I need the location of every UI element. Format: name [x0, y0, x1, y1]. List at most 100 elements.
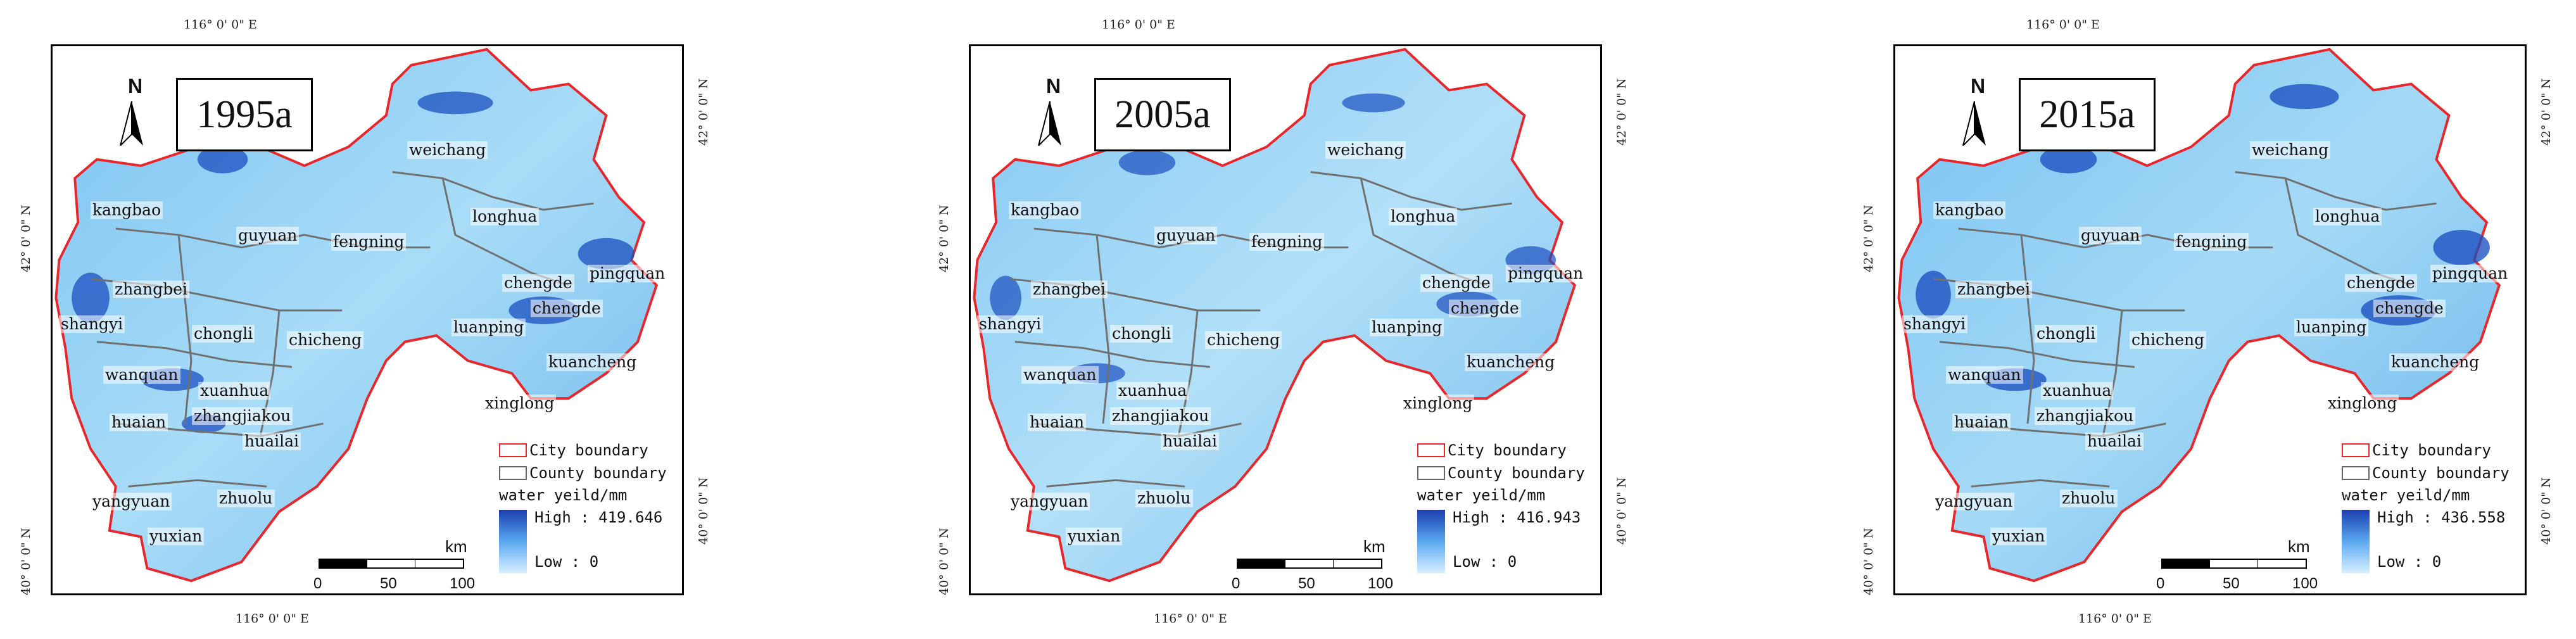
- right-latitude-north-label: 42° 0' 0" N: [2539, 78, 2553, 146]
- scale-tick: 100: [1368, 575, 1394, 592]
- place-label: weichang: [1325, 141, 1406, 159]
- place-label: yuxian: [1066, 528, 1123, 545]
- legend-low-label: Low : 0: [534, 553, 599, 571]
- place-label: luanping: [2294, 319, 2369, 336]
- place-label: chengde: [2345, 274, 2417, 292]
- place-label: xinglong: [1401, 395, 1475, 412]
- legend-title: water yeild/mm: [1417, 486, 1546, 504]
- year-label: 2005a: [1094, 78, 1231, 151]
- scale-bar-graphic: [2161, 559, 2307, 569]
- place-label: luanping: [451, 319, 526, 336]
- place-label: kuancheng: [1465, 353, 1557, 371]
- legend-county-label: County boundary: [529, 464, 667, 482]
- north-arrow-icon: [1962, 101, 1986, 146]
- place-label: pingquan: [588, 265, 667, 282]
- place-label: yangyuan: [1009, 493, 1090, 510]
- place-label: kangbao: [1009, 201, 1082, 219]
- place-label: wanquan: [1946, 366, 2023, 384]
- city-boundary-swatch: [1417, 443, 1445, 457]
- place-label: huaian: [1028, 414, 1087, 431]
- north-letter: N: [1046, 75, 1061, 98]
- legend-title: water yeild/mm: [499, 486, 628, 504]
- place-label: chengde: [502, 274, 574, 292]
- place-label: chongli: [1110, 325, 1173, 343]
- place-label: kuancheng: [546, 353, 639, 371]
- color-ramp: High : 436.558 Low : 0: [2342, 506, 2525, 577]
- place-label: chengde: [2373, 300, 2446, 317]
- legend-city-row: City boundary: [1417, 439, 1600, 462]
- bottom-longitude-label: 116° 0' 0" E: [2078, 612, 2152, 626]
- map-frame: N 2015a weichang kangbao guyuan fengning…: [1893, 44, 2527, 595]
- scale-bar-graphic: [319, 559, 464, 569]
- place-label: chengde: [1449, 300, 1521, 317]
- left-latitude-north-label: 42° 0' 0" N: [1862, 205, 1876, 272]
- legend-title: water yeild/mm: [2342, 486, 2470, 504]
- place-label: shangyi: [59, 315, 125, 333]
- color-ramp: High : 416.943 Low : 0: [1417, 506, 1600, 577]
- place-label: xuanhua: [198, 382, 271, 400]
- place-label: chicheng: [2130, 331, 2207, 349]
- place-label: zhangjiakou: [2035, 407, 2136, 425]
- scale-tick: 100: [2292, 575, 2318, 592]
- scale-unit: km: [1363, 537, 1386, 556]
- legend-high-label: High : 419.646: [534, 509, 663, 526]
- place-label: xinglong: [2326, 395, 2399, 412]
- place-label: xuanhua: [2041, 382, 2114, 400]
- left-latitude-north-label: 42° 0' 0" N: [19, 205, 33, 272]
- left-latitude-south-label: 40° 0' 0" N: [1862, 528, 1876, 595]
- legend: City boundary County boundary water yeil…: [1417, 439, 1600, 577]
- place-label: zhangjiakou: [192, 407, 293, 425]
- place-label: wanquan: [1021, 366, 1099, 384]
- color-ramp-bar: [1417, 510, 1445, 573]
- map-panel-2005: 116° 0' 0" E 42° 0' 0" N 40° 0' 0" N 42°…: [918, 0, 1629, 639]
- place-label: kangbao: [1933, 201, 2006, 219]
- legend: City boundary County boundary water yeil…: [499, 439, 682, 577]
- north-arrow: N: [113, 75, 157, 151]
- legend-county-label: County boundary: [2372, 464, 2510, 482]
- scale-tick: 0: [1232, 575, 1241, 592]
- north-arrow-icon: [1037, 101, 1061, 146]
- place-label: chongli: [2035, 325, 2098, 343]
- place-label: zhangjiakou: [1110, 407, 1211, 425]
- legend-county-label: County boundary: [1448, 464, 1585, 482]
- right-latitude-north-label: 42° 0' 0" N: [1615, 78, 1629, 146]
- right-latitude-south-label: 40° 0' 0" N: [1615, 477, 1629, 545]
- legend-county-row: County boundary: [1417, 462, 1600, 484]
- place-label: huailai: [243, 433, 301, 450]
- left-latitude-north-label: 42° 0' 0" N: [937, 205, 951, 272]
- region-outline: [54, 47, 659, 583]
- color-ramp-bar: [499, 510, 527, 573]
- place-label: fengning: [2174, 233, 2249, 251]
- year-label: 1995a: [176, 78, 313, 151]
- place-label: longhua: [2313, 208, 2382, 225]
- city-boundary-swatch: [499, 443, 527, 457]
- legend-high-label: High : 436.558: [2377, 509, 2506, 526]
- bottom-longitude-label: 116° 0' 0" E: [1154, 612, 1227, 626]
- place-label: weichang: [407, 141, 488, 159]
- top-longitude-label: 116° 0' 0" E: [1102, 18, 1175, 32]
- place-label: chicheng: [1205, 331, 1282, 349]
- place-label: huailai: [1161, 433, 1219, 450]
- place-label: shangyi: [1902, 315, 1968, 333]
- place-label: pingquan: [2430, 265, 2510, 282]
- color-ramp-bar: [2342, 510, 2370, 573]
- place-label: chengde: [531, 300, 603, 317]
- legend-county-row: County boundary: [499, 462, 682, 484]
- place-label: kangbao: [91, 201, 163, 219]
- scale-bar-graphic: [1237, 559, 1382, 569]
- place-label: huaian: [1952, 414, 2011, 431]
- north-arrow-icon: [119, 101, 143, 146]
- place-label: luanping: [1370, 319, 1444, 336]
- scale-tick: 0: [2156, 575, 2165, 592]
- county-boundary-swatch: [1417, 466, 1445, 480]
- legend-low-label: Low : 0: [1453, 553, 1517, 571]
- legend: City boundary County boundary water yeil…: [2342, 439, 2525, 577]
- scale-tick: 100: [450, 575, 476, 592]
- map-panel-2015: 116° 0' 0" E 42° 0' 0" N 40° 0' 0" N 42°…: [1843, 0, 2553, 639]
- place-label: zhangbei: [1955, 281, 2033, 298]
- place-label: chongli: [192, 325, 255, 343]
- place-label: shangyi: [977, 315, 1044, 333]
- legend-city-label: City boundary: [1448, 441, 1567, 459]
- color-ramp: High : 419.646 Low : 0: [499, 506, 682, 577]
- place-label: wanquan: [103, 366, 180, 384]
